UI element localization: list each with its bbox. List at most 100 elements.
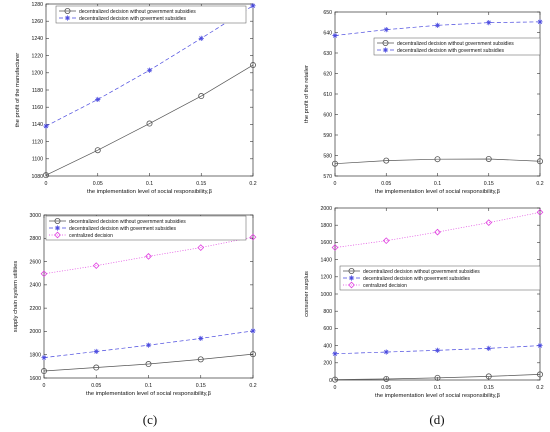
y-tick-label: 1600 bbox=[320, 240, 332, 246]
x-tick-label: 0.05 bbox=[381, 181, 391, 187]
data-point bbox=[43, 123, 49, 129]
y-tick-label: 1600 bbox=[29, 376, 41, 382]
x-tick-label: 0.2 bbox=[249, 383, 256, 389]
y-tick-label: 1260 bbox=[31, 19, 43, 25]
plot-area bbox=[334, 207, 541, 381]
x-tick-label: 0.05 bbox=[91, 383, 101, 389]
x-tick-label: 0 bbox=[334, 181, 337, 187]
legend: decentralized decision without governmen… bbox=[55, 5, 247, 24]
legend-entry: centralized decision bbox=[69, 233, 113, 239]
x-tick-label: 0.15 bbox=[484, 385, 494, 391]
y-tick-label: 400 bbox=[323, 343, 332, 349]
x-tick-label: 0.05 bbox=[93, 181, 103, 187]
data-point bbox=[331, 376, 338, 383]
y-tick-label: 1100 bbox=[32, 157, 43, 163]
x-tick-label: 0.2 bbox=[536, 385, 543, 391]
data-point bbox=[198, 35, 204, 41]
x-tick-label: 0 bbox=[43, 383, 46, 389]
y-tick-label: 1180 bbox=[32, 88, 43, 94]
y-tick-label: 1200 bbox=[31, 71, 43, 77]
legend-marker bbox=[54, 225, 61, 231]
data-point bbox=[536, 208, 544, 216]
legend-entry: decentralized decision without governmen… bbox=[69, 219, 186, 225]
data-point bbox=[249, 233, 257, 241]
data-point bbox=[94, 147, 101, 154]
series-3 bbox=[40, 233, 257, 278]
data-point bbox=[250, 328, 256, 334]
data-point bbox=[93, 348, 99, 355]
chart-panel-c: 0 0.05 0.1 0.15 0.2 1600 1800 2000 2200 2400 2600 2… bbox=[13, 213, 257, 427]
data-point bbox=[41, 368, 48, 375]
y-axis-label: consumer surplus bbox=[304, 271, 310, 317]
x-tick-label: 0 bbox=[334, 385, 337, 391]
series-2 bbox=[332, 343, 543, 357]
legend-entry: decentralized decision with goverment su… bbox=[69, 226, 177, 232]
x-tick-label: 0.1 bbox=[146, 181, 153, 187]
y-tick-label: 1160 bbox=[32, 105, 43, 111]
data-point bbox=[537, 19, 543, 25]
legend-marker bbox=[64, 15, 71, 21]
legend-entry: decentralized decision without governmen… bbox=[363, 269, 480, 275]
data-point bbox=[383, 157, 390, 164]
data-point bbox=[383, 349, 389, 355]
data-point bbox=[434, 156, 441, 163]
legend-entry: decentralized decision with goverment su… bbox=[397, 48, 505, 54]
legend: decentralized decision without governmen… bbox=[339, 265, 541, 291]
x-axis-label: the implementation level of social respo… bbox=[86, 391, 212, 397]
y-tick-label: 2200 bbox=[29, 306, 41, 312]
y-tick-label: 1400 bbox=[320, 257, 332, 263]
series-line bbox=[334, 345, 541, 355]
x-tick-label: 0.15 bbox=[484, 181, 494, 187]
y-tick-label: 1000 bbox=[320, 292, 332, 298]
data-point bbox=[40, 270, 48, 278]
y-tick-label: 640 bbox=[323, 30, 332, 36]
y-tick-label: 2600 bbox=[29, 259, 41, 265]
y-tick-label: 2800 bbox=[29, 236, 41, 242]
data-point bbox=[485, 155, 492, 162]
data-point bbox=[537, 343, 543, 349]
series-3 bbox=[331, 208, 544, 251]
y-tick-label: 1240 bbox=[31, 36, 43, 42]
y-tick-label: 1800 bbox=[320, 223, 332, 229]
series-line bbox=[334, 21, 541, 36]
data-point bbox=[331, 244, 339, 251]
legend: decentralized decision without governmen… bbox=[45, 215, 247, 241]
series-line bbox=[334, 158, 541, 165]
y-tick-label: 800 bbox=[323, 309, 332, 315]
y-tick-label: 1220 bbox=[31, 53, 43, 59]
legend-box bbox=[45, 215, 247, 241]
data-point bbox=[434, 347, 441, 353]
y-tick-label: 580 bbox=[323, 153, 332, 159]
data-point bbox=[197, 244, 205, 251]
data-point bbox=[197, 356, 204, 363]
y-tick-label: 600 bbox=[323, 112, 332, 118]
series-1 bbox=[331, 371, 544, 383]
y-tick-label: 630 bbox=[323, 51, 332, 57]
data-point bbox=[332, 351, 338, 357]
y-tick-label: 610 bbox=[323, 92, 332, 98]
data-point bbox=[332, 32, 338, 39]
legend-box bbox=[373, 37, 541, 56]
data-point bbox=[145, 252, 152, 260]
data-point bbox=[92, 262, 100, 270]
legend-marker bbox=[382, 40, 389, 47]
x-axis-label: the implementation level of social respo… bbox=[375, 393, 501, 399]
legend-entry: decentralized decision without governmen… bbox=[397, 41, 514, 47]
y-tick-label: 570 bbox=[323, 174, 332, 180]
legend-marker bbox=[54, 231, 61, 239]
x-tick-label: 0.05 bbox=[381, 385, 391, 391]
data-point bbox=[382, 237, 390, 245]
data-point bbox=[145, 342, 152, 348]
legend-marker bbox=[348, 275, 355, 281]
x-tick-label: 0.15 bbox=[196, 181, 206, 187]
data-point bbox=[331, 160, 338, 167]
plot-area bbox=[45, 3, 254, 177]
x-tick-label: 0.1 bbox=[145, 383, 152, 389]
legend-marker bbox=[54, 217, 61, 224]
x-tick-label: 0 bbox=[45, 181, 48, 187]
data-point bbox=[249, 62, 256, 69]
data-point bbox=[198, 93, 205, 100]
x-axis-label: the implementation level of social respo… bbox=[375, 189, 501, 195]
data-point bbox=[486, 345, 492, 351]
legend-entry: decentralized decision without governmen… bbox=[79, 9, 196, 15]
